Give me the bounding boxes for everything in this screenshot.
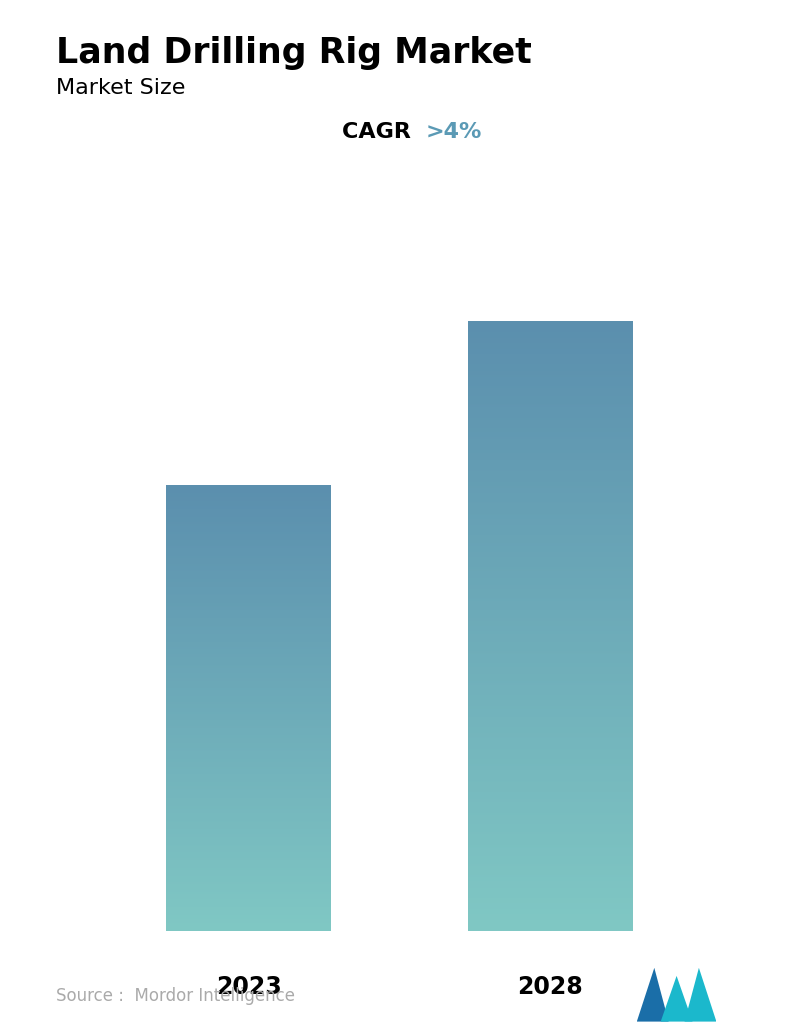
Text: CAGR: CAGR <box>342 122 419 142</box>
Polygon shape <box>685 968 716 1022</box>
Polygon shape <box>637 968 669 1022</box>
Text: Source :  Mordor Intelligence: Source : Mordor Intelligence <box>56 987 295 1005</box>
Text: Land Drilling Rig Market: Land Drilling Rig Market <box>56 36 532 70</box>
Text: Market Size: Market Size <box>56 78 185 97</box>
Text: 2023: 2023 <box>216 975 282 1000</box>
Polygon shape <box>661 976 693 1022</box>
Text: >4%: >4% <box>426 122 482 142</box>
Text: 2028: 2028 <box>517 975 583 1000</box>
